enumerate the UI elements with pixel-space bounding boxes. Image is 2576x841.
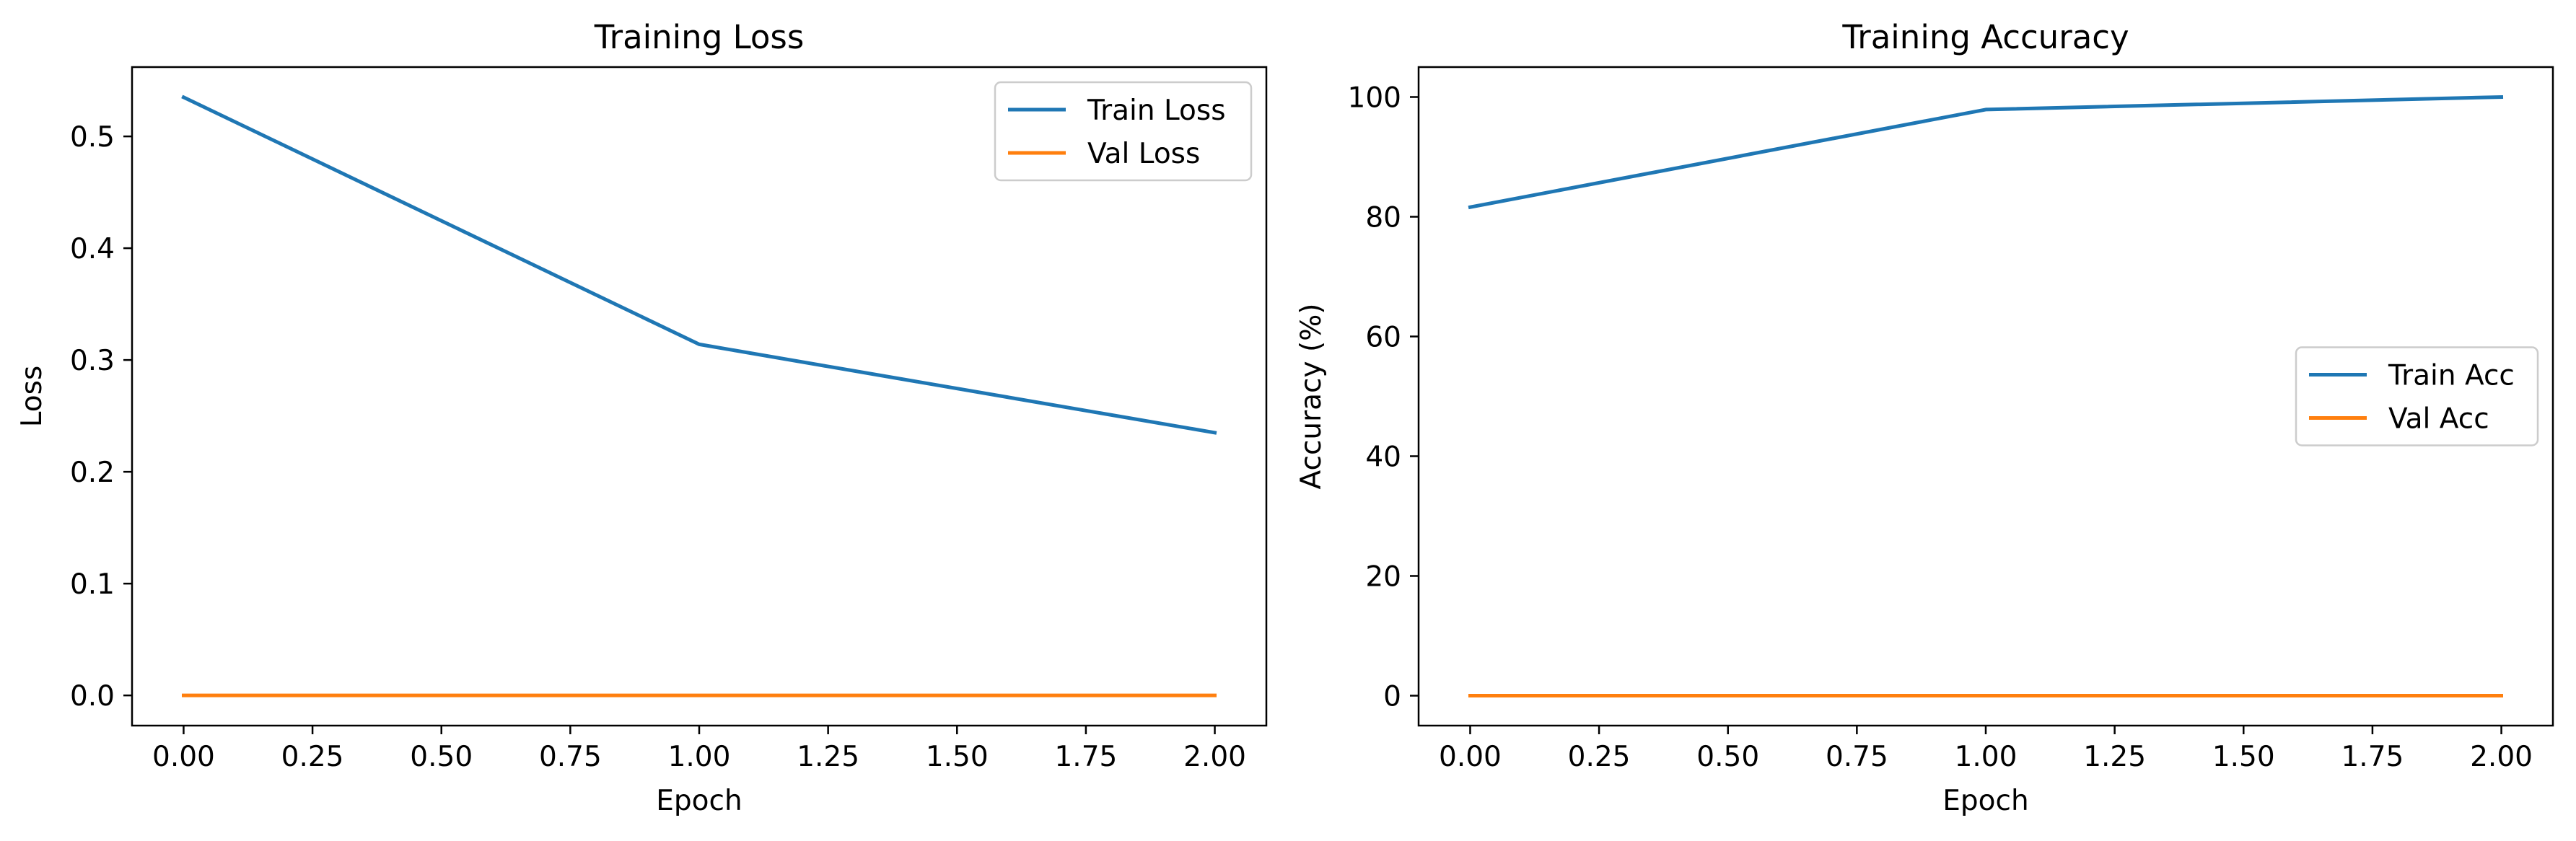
y-tick-label: 0.3 (70, 345, 115, 377)
y-tick-label: 0.0 (70, 680, 115, 713)
x-tick-label: 0.75 (1826, 741, 1888, 773)
x-tick-label: 0.50 (1696, 741, 1759, 773)
chart-panel-2: Training Accuracy 0.00 0.25 0.50 0.75 1.00 1.2… (1295, 18, 2554, 817)
series-line-train-acc (1468, 94, 2504, 210)
legend: Train Loss Val Loss (994, 81, 1253, 182)
y-axis-label: Accuracy (%) (1295, 304, 1328, 490)
legend-label-val-loss: Val Loss (1087, 138, 1200, 170)
x-axis-label: Epoch (1942, 785, 2028, 817)
y-tick-label: 0 (1383, 681, 1401, 713)
y-tick-label: 40 (1365, 441, 1401, 474)
legend: Train Acc Val Acc (2295, 346, 2539, 446)
x-tick-label: 2.00 (1183, 741, 1246, 773)
y-tick-label: 20 (1365, 561, 1401, 594)
legend-box (994, 81, 1253, 182)
y-tick-label: 60 (1365, 322, 1401, 354)
x-tick-label: 1.75 (2341, 741, 2404, 773)
legend-box (2295, 346, 2539, 446)
x-tick-label: 0.00 (152, 741, 215, 773)
x-tick-label: 0.25 (281, 741, 344, 773)
chart-title: Training Accuracy (1841, 18, 2129, 56)
y-tick-label: 0.5 (70, 121, 115, 154)
y-tick-label: 80 (1365, 202, 1401, 234)
x-tick-label: 2.00 (2470, 741, 2533, 773)
legend-label-train-loss: Train Loss (1087, 94, 1226, 127)
chart-title: Training Loss (594, 18, 805, 56)
y-tick-label: 100 (1348, 82, 1401, 115)
x-tick-label: 1.75 (1054, 741, 1117, 773)
x-axis-label: Epoch (656, 785, 742, 817)
legend-label-train-acc: Train Acc (2388, 360, 2515, 392)
x-tick-label: 0.25 (1568, 741, 1631, 773)
y-tick-label: 0.4 (70, 233, 115, 265)
y-tick-label: 0.2 (70, 457, 115, 489)
y-axis-label: Loss (16, 366, 48, 428)
x-tick-label: 0.50 (410, 741, 473, 773)
y-tick-label: 0.1 (70, 568, 115, 601)
x-tick-label: 1.00 (1955, 741, 2018, 773)
x-tick-label: 1.50 (926, 741, 989, 773)
x-tick-label: 1.25 (797, 741, 859, 773)
legend-label-val-acc: Val Acc (2388, 403, 2489, 436)
x-tick-label: 1.25 (2083, 741, 2146, 773)
x-tick-label: 0.00 (1439, 741, 1502, 773)
x-tick-label: 1.50 (2212, 741, 2275, 773)
x-tick-label: 1.00 (668, 741, 731, 773)
series-line-train-loss (181, 94, 1217, 435)
chart-panel-1: Training Loss 0.00 0.25 0.50 0.75 1.00 1.25 1.5… (16, 18, 1268, 817)
x-tick-label: 0.75 (539, 741, 602, 773)
